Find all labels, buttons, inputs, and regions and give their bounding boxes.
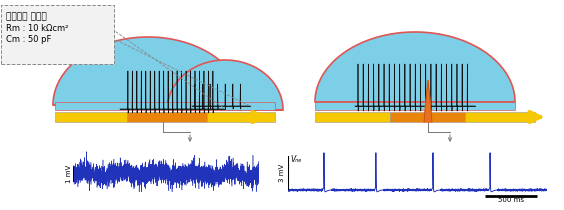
Bar: [55, 102, 275, 110]
Bar: [315, 112, 390, 122]
Bar: [390, 112, 465, 122]
Text: Vₙₑ: Vₙₑ: [291, 155, 302, 164]
Polygon shape: [167, 60, 283, 110]
Text: 500 ms: 500 ms: [498, 197, 524, 203]
Bar: [465, 112, 535, 122]
Polygon shape: [424, 80, 432, 122]
Text: Cm : 50 pF: Cm : 50 pF: [6, 35, 51, 44]
Bar: [315, 102, 515, 110]
Text: 세포막의 절연성: 세포막의 절연성: [6, 12, 47, 21]
Polygon shape: [53, 37, 243, 105]
Polygon shape: [315, 32, 515, 102]
Text: 1 mV: 1 mV: [65, 165, 72, 183]
Bar: [207, 112, 275, 122]
Bar: [127, 112, 207, 122]
Bar: [55, 112, 127, 122]
FancyBboxPatch shape: [1, 4, 113, 63]
Text: Rm : 10 kΩcm²: Rm : 10 kΩcm²: [6, 24, 68, 33]
Text: 3 mV: 3 mV: [279, 164, 285, 182]
